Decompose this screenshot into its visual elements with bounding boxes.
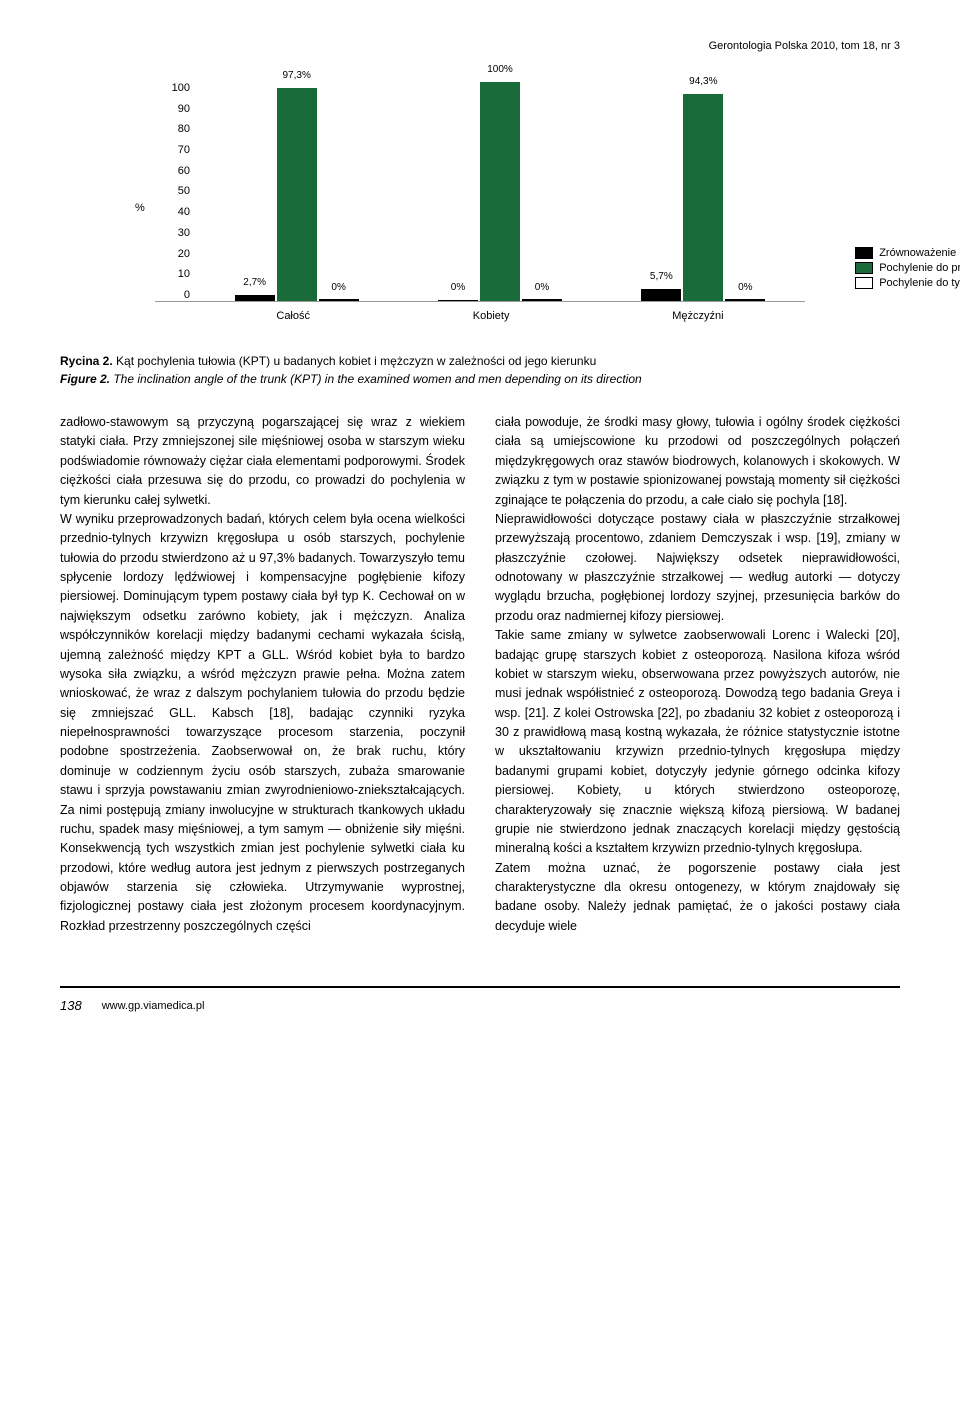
footer-url: www.gp.viamedica.pl (102, 1000, 205, 1012)
bar-value-label: 100% (487, 64, 513, 75)
legend-item: Pochylenie do przodu (855, 262, 960, 274)
caption-en-text: The inclination angle of the trunk (KPT)… (110, 372, 642, 386)
ytick: 20 (155, 248, 190, 260)
x-axis-labels: Całość Kobiety Mężczyźni (155, 310, 805, 322)
bar-value-label: 94,3% (689, 76, 717, 87)
ytick: 30 (155, 227, 190, 239)
bar-value-label: 2,7% (243, 277, 266, 288)
x-label: Mężczyźni (672, 310, 723, 322)
caption-pl-label: Rycina 2. (60, 354, 113, 368)
legend-swatch (855, 247, 873, 259)
bar-groups: 2,7% 97,3% 0% 0% 100% 0% (195, 82, 805, 301)
legend-item: Pochylenie do tyłu (855, 277, 960, 289)
bar: 97,3% (277, 88, 317, 301)
ytick: 10 (155, 268, 190, 280)
legend-swatch (855, 262, 873, 274)
chart-legend: Zrównoważenie Pochylenie do przodu Pochy… (855, 247, 960, 292)
chart-plot-area: 100 90 80 70 60 50 40 30 20 10 0 2,7% 97… (155, 82, 805, 302)
ytick: 80 (155, 123, 190, 135)
left-column: zadłowo-stawowym są przyczyną pogarszają… (60, 413, 465, 936)
legend-label: Pochylenie do przodu (879, 262, 960, 274)
y-axis-label: % (135, 202, 145, 214)
legend-label: Pochylenie do tyłu (879, 277, 960, 289)
bar-value-label: 0% (451, 282, 465, 293)
bar-group-kobiety: 0% 100% 0% (438, 82, 562, 301)
bar: 5,7% (641, 289, 681, 301)
ytick: 60 (155, 165, 190, 177)
figure-2-chart: % 100 90 80 70 60 50 40 30 20 10 0 2,7% … (155, 82, 805, 322)
x-label: Kobiety (473, 310, 510, 322)
bar: 0% (319, 299, 359, 301)
legend-swatch (855, 277, 873, 289)
caption-pl-text: Kąt pochylenia tułowia (KPT) u badanych … (113, 354, 597, 368)
ytick: 70 (155, 144, 190, 156)
ytick: 90 (155, 103, 190, 115)
ytick: 0 (155, 289, 190, 301)
ytick: 100 (155, 82, 190, 94)
bar-value-label: 0% (535, 282, 549, 293)
y-axis-ticks: 100 90 80 70 60 50 40 30 20 10 0 (155, 82, 190, 301)
ytick: 50 (155, 185, 190, 197)
bar-group-mezczyzni: 5,7% 94,3% 0% (641, 82, 765, 301)
bar: 0% (725, 299, 765, 301)
x-label: Całość (276, 310, 310, 322)
bar: 0% (522, 299, 562, 301)
bar-group-calosc: 2,7% 97,3% 0% (235, 82, 359, 301)
page-footer: 138 www.gp.viamedica.pl (60, 986, 900, 1013)
bar: 94,3% (683, 94, 723, 301)
bar-value-label: 0% (331, 282, 345, 293)
caption-en-label: Figure 2. (60, 372, 110, 386)
ytick: 40 (155, 206, 190, 218)
bar-value-label: 5,7% (650, 271, 673, 282)
page-number: 138 (60, 998, 82, 1013)
legend-label: Zrównoważenie (879, 247, 956, 259)
figure-caption: Rycina 2. Kąt pochylenia tułowia (KPT) u… (60, 352, 900, 388)
journal-header: Gerontologia Polska 2010, tom 18, nr 3 (60, 40, 900, 52)
legend-item: Zrównoważenie (855, 247, 960, 259)
right-column: ciała powoduje, że środki masy głowy, tu… (495, 413, 900, 936)
bar-value-label: 0% (738, 282, 752, 293)
bar: 100% (480, 82, 520, 301)
body-columns: zadłowo-stawowym są przyczyną pogarszają… (60, 413, 900, 936)
bar-value-label: 97,3% (282, 70, 310, 81)
bar: 0% (438, 300, 478, 301)
bar: 2,7% (235, 295, 275, 301)
